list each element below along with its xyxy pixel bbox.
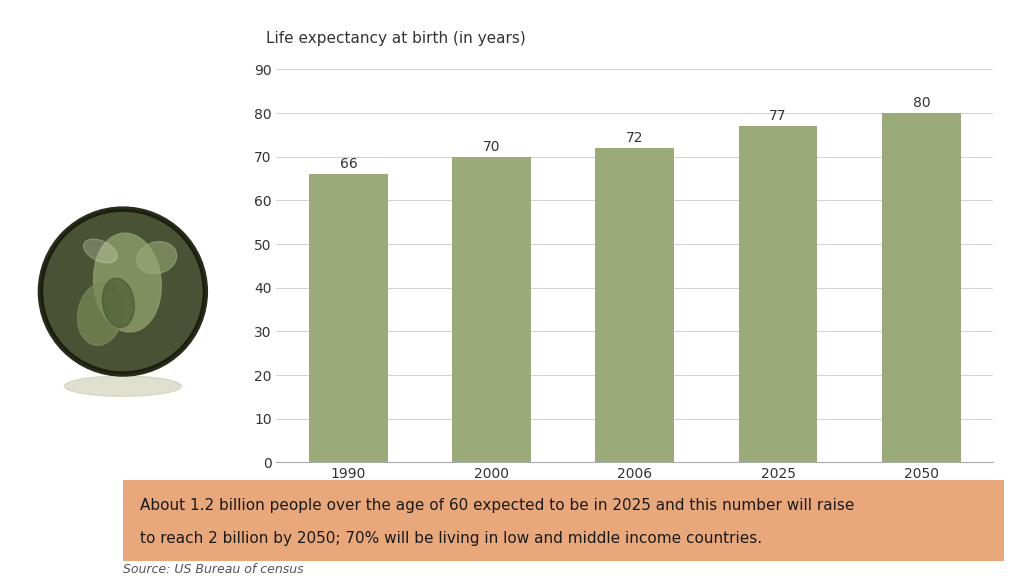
- Text: 72: 72: [626, 131, 644, 145]
- Text: 70: 70: [483, 140, 501, 154]
- Circle shape: [42, 210, 204, 373]
- Text: Life expectancy at birth (in years): Life expectancy at birth (in years): [266, 31, 526, 46]
- Text: About 1.2 billion people over the age of 60 expected to be in 2025 and this numb: About 1.2 billion people over the age of…: [140, 498, 855, 513]
- Bar: [596, 148, 674, 462]
- Text: 80: 80: [912, 96, 930, 110]
- Bar: [453, 157, 531, 462]
- Circle shape: [38, 207, 207, 376]
- Ellipse shape: [102, 278, 134, 328]
- Ellipse shape: [136, 242, 177, 274]
- Ellipse shape: [93, 233, 162, 332]
- Ellipse shape: [78, 283, 123, 346]
- Text: to reach 2 billion by 2050; 70% will be living in low and middle income countrie: to reach 2 billion by 2050; 70% will be …: [140, 531, 763, 546]
- Text: Source: US Bureau of census: Source: US Bureau of census: [123, 563, 303, 576]
- Ellipse shape: [84, 239, 117, 263]
- Bar: [738, 126, 817, 462]
- Bar: [309, 174, 388, 462]
- Text: 77: 77: [769, 109, 786, 123]
- Bar: [882, 113, 961, 462]
- Text: 66: 66: [340, 157, 357, 171]
- Ellipse shape: [65, 376, 181, 397]
